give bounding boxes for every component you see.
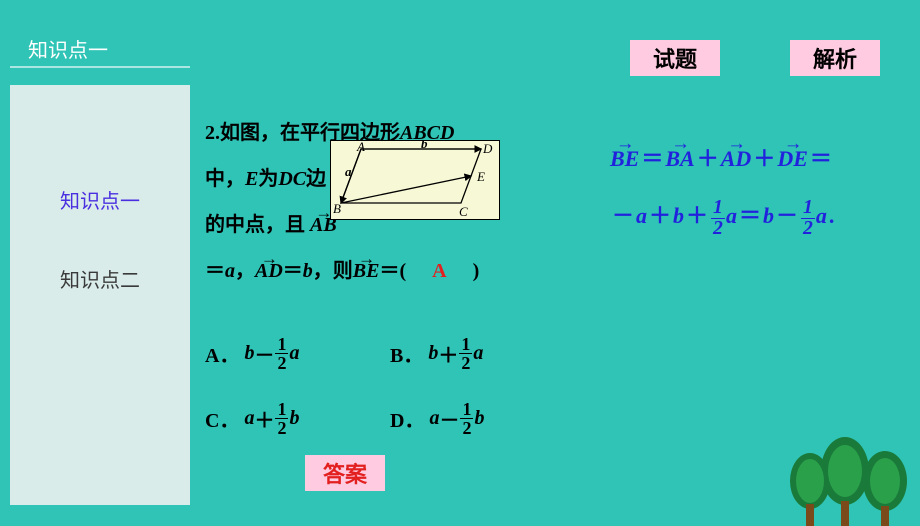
parallelogram-figure: A D B C E a b [330, 140, 500, 220]
q-paren-close: ) [453, 260, 480, 282]
shiti-button[interactable]: 试题 [630, 40, 720, 76]
option-A: A． b－12a [205, 335, 390, 372]
option-C: C． a＋12b [205, 400, 390, 437]
sidebar-item-kp2[interactable]: 知识点二 [10, 264, 190, 293]
q-l2a: 中， [205, 168, 245, 190]
q-then: ，则 [313, 260, 353, 282]
jiexi-button[interactable]: 解析 [790, 40, 880, 76]
q-l2c: 为 [258, 168, 278, 190]
q-number: 2. [205, 122, 220, 144]
option-row-2: C． a＋12b D． a－12b [205, 400, 575, 437]
q-DC: DC [278, 168, 306, 190]
fig-a: a [345, 164, 352, 179]
q-b: b [303, 260, 313, 282]
header-title: 知识点一 [28, 34, 108, 63]
fig-A: A [356, 141, 365, 154]
vec-BE: →BE [353, 248, 380, 294]
sol-AD: →AD [721, 130, 752, 187]
figure-svg: A D B C E a b [331, 141, 501, 221]
fig-B: B [333, 201, 341, 216]
options: A． b－12a B． b＋12a C． a＋12b D． a－12b [205, 335, 575, 465]
answer-letter: A [426, 260, 452, 282]
fig-b: b [421, 141, 428, 151]
answer-button[interactable]: 答案 [305, 455, 385, 491]
sidebar: 知识点一 知识点二 [10, 85, 190, 505]
fig-E: E [476, 169, 485, 184]
q-eq-a: ＝ [205, 260, 225, 282]
q-l3a: 的中点，且 [205, 214, 310, 236]
vec-AD: →AD [255, 248, 283, 294]
q-comma1: ， [235, 260, 255, 282]
option-row-1: A． b－12a B． b＋12a [205, 335, 575, 372]
sol-DE: →DE [777, 130, 808, 187]
q-a: a [225, 260, 235, 282]
solution-text: →BE＝→BA＋→AD＋→DE＝ －a＋b＋12a＝b－12a. [610, 130, 910, 244]
sol-BA: →BA [665, 130, 694, 187]
fig-C: C [459, 204, 468, 219]
sol-BE: →BE [610, 130, 639, 187]
decorative-plants-icon [770, 426, 920, 526]
header-title-bar: 知识点一 [10, 30, 190, 68]
q-paren: ＝( [379, 260, 426, 282]
sidebar-item-kp1[interactable]: 知识点一 [10, 185, 190, 214]
option-D: D． a－12b [390, 400, 575, 437]
q-E: E [245, 168, 258, 190]
tab-buttons: 试题 解析 [630, 40, 880, 76]
q-eq-b: ＝ [283, 260, 303, 282]
q-l2e: 边 [306, 168, 326, 190]
option-B: B． b＋12a [390, 335, 575, 372]
fig-D: D [482, 141, 493, 156]
